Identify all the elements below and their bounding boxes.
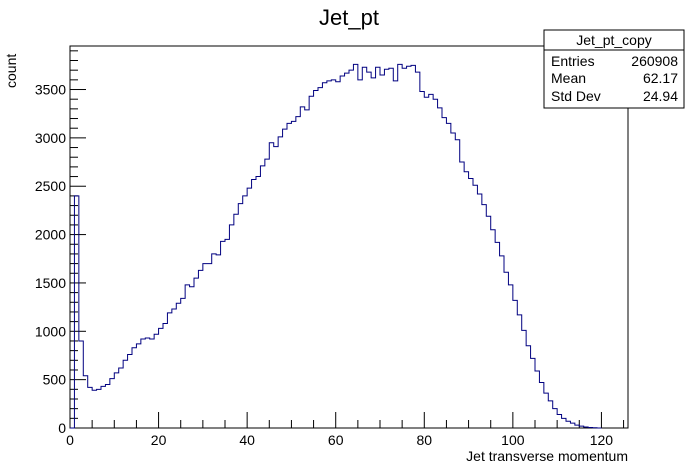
y-tick-label: 3500 <box>35 82 66 98</box>
stats-box-name: Jet_pt_copy <box>576 32 652 48</box>
x-tick-label: 100 <box>501 432 525 448</box>
stats-mean-value: 62.17 <box>643 70 678 86</box>
y-tick-label: 0 <box>58 420 66 436</box>
y-axis-title: count <box>3 54 19 88</box>
plot-frame <box>69 45 629 429</box>
x-tick-label: 20 <box>151 432 167 448</box>
stats-box: Jet_pt_copy Entries 260908 Mean 62.17 St… <box>543 29 685 109</box>
stats-stddev-value: 24.94 <box>643 88 678 104</box>
stats-box-frame <box>543 29 685 109</box>
stats-entries-label: Entries <box>551 53 595 69</box>
stats-stddev-label: Std Dev <box>551 88 601 104</box>
x-tick-label: 80 <box>416 432 432 448</box>
chart-title: Jet_pt <box>319 5 379 30</box>
y-tick-label: 1000 <box>35 323 66 339</box>
y-tick-label: 1500 <box>35 275 66 291</box>
y-axis: 0 500 1000 1500 2000 2500 3000 3500 <box>35 50 86 436</box>
y-tick-label: 500 <box>43 372 67 388</box>
y-tick-label: 3000 <box>35 130 66 146</box>
stats-entries-value: 260908 <box>631 53 678 69</box>
y-tick-label: 2000 <box>35 227 66 243</box>
x-tick-label: 120 <box>590 432 614 448</box>
x-axis-title: Jet transverse momentum <box>466 448 628 464</box>
histogram-series-line <box>70 63 602 429</box>
y-tick-label: 2500 <box>35 178 66 194</box>
x-tick-label: 0 <box>66 432 74 448</box>
x-tick-label: 40 <box>239 432 255 448</box>
x-tick-label: 60 <box>328 432 344 448</box>
stats-mean-label: Mean <box>551 70 586 86</box>
x-axis: 0 20 40 60 80 100 120 <box>66 412 625 448</box>
